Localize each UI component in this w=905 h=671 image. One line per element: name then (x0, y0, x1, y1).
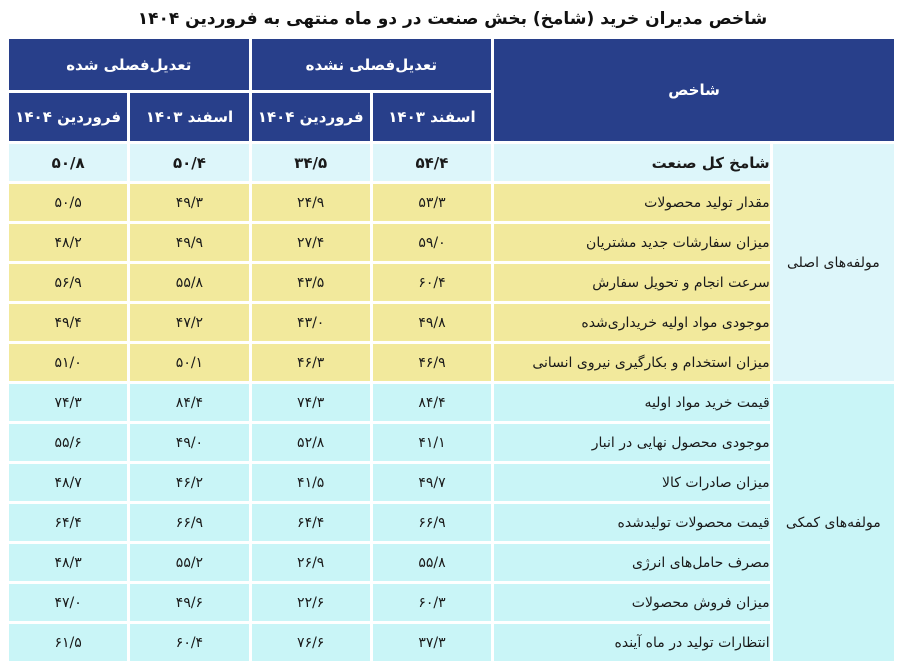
table-row: میزان سفارشات جدید مشتریان ۵۹/۰ ۲۷/۴ ۴۹/… (9, 224, 894, 261)
cell-na-farvardin: ۷۴/۳ (251, 384, 370, 421)
header-sa-farvardin: فروردین ۱۴۰۴ (9, 93, 128, 141)
header-na-esfand: اسفند ۱۴۰۳ (372, 93, 492, 141)
table-body: مولفه‌های اصلی شامخ کل صنعت ۵۴/۴ ۳۴/۵ ۵۰… (9, 144, 894, 661)
row-name: سرعت انجام و تحویل سفارش (494, 264, 770, 301)
header-na-farvardin: فروردین ۱۴۰۴ (251, 93, 370, 141)
cell-sa-esfand: ۸۴/۴ (130, 384, 249, 421)
table-row: مولفه‌های کمکی قیمت خرید مواد اولیه ۸۴/۴… (9, 384, 894, 661)
cell-sa-esfand: ۵۰/۴ (130, 144, 249, 181)
cell-sa-farvardin: ۵۱/۰ (9, 344, 128, 381)
cell-na-farvardin: ۴۳/۵ (251, 264, 370, 301)
row-name: میزان سفارشات جدید مشتریان (494, 224, 770, 261)
cell-sa-farvardin: ۷۴/۳ (9, 384, 128, 421)
cell-sa-farvardin: ۴۸/۷ (9, 464, 128, 501)
cell-sa-esfand: ۴۹/۹ (130, 224, 249, 261)
group-main-label: مولفه‌های اصلی (772, 144, 894, 381)
cell-sa-esfand: ۵۵/۸ (130, 264, 249, 301)
cell-na-farvardin: ۷۶/۶ (251, 624, 370, 661)
table-row: سرعت انجام و تحویل سفارش ۶۰/۴ ۴۳/۵ ۵۵/۸ … (9, 264, 894, 301)
cell-na-farvardin: ۴۳/۰ (251, 304, 370, 341)
cell-sa-farvardin: ۴۸/۲ (9, 224, 128, 261)
cell-sa-esfand: ۵۵/۲ (130, 544, 249, 581)
cell-sa-farvardin: ۴۹/۴ (9, 304, 128, 341)
header-row-top: شاخص تعدیل‌فصلی نشده تعدیل‌فصلی شده (9, 39, 894, 141)
cell-na-esfand: ۴۹/۸ (372, 304, 492, 341)
cell-sa-esfand: ۴۹/۳ (130, 184, 249, 221)
table-row: قیمت محصولات تولیدشده ۶۶/۹ ۶۴/۴ ۶۶/۹ ۶۴/… (9, 504, 894, 541)
cell-sa-farvardin: ۶۱/۵ (9, 624, 128, 661)
table-row: موجودی محصول نهایی در انبار ۴۱/۱ ۵۲/۸ ۴۹… (9, 424, 894, 461)
cell-na-esfand: ۶۰/۳ (372, 584, 492, 621)
table-row: مقدار تولید محصولات ۵۳/۳ ۲۴/۹ ۴۹/۳ ۵۰/۵ (9, 184, 894, 221)
cell-na-farvardin: ۲۲/۶ (251, 584, 370, 621)
row-name: میزان فروش محصولات (494, 584, 770, 621)
table-title: شاخص مدیران خرید (شامخ) بخش صنعت در دو م… (137, 9, 768, 29)
header-not-adjusted: تعدیل‌فصلی نشده (251, 39, 492, 90)
row-name: قیمت محصولات تولیدشده (494, 504, 770, 541)
cell-na-farvardin: ۲۷/۴ (251, 224, 370, 261)
cell-sa-esfand: ۵۰/۱ (130, 344, 249, 381)
table-row: میزان استخدام و بکارگیری نیروی انسانی ۴۶… (9, 344, 894, 381)
cell-sa-esfand: ۴۶/۲ (130, 464, 249, 501)
row-name: موجودی مواد اولیه خریداری‌شده (494, 304, 770, 341)
pmi-table: شاخص تعدیل‌فصلی نشده تعدیل‌فصلی شده اسفن… (6, 36, 897, 664)
row-name: میزان صادرات کالا (494, 464, 770, 501)
row-name: مقدار تولید محصولات (494, 184, 770, 221)
cell-na-esfand: ۴۶/۹ (372, 344, 492, 381)
cell-na-esfand: ۶۶/۹ (372, 504, 492, 541)
row-name: مصرف حامل‌های انرژی (494, 544, 770, 581)
row-name: قیمت خرید مواد اولیه (494, 384, 770, 421)
header-indicator: شاخص (494, 39, 894, 141)
cell-sa-esfand: ۶۰/۴ (130, 624, 249, 661)
table-row: مصرف حامل‌های انرژی ۵۵/۸ ۲۶/۹ ۵۵/۲ ۴۸/۳ (9, 544, 894, 581)
table-row: میزان فروش محصولات ۶۰/۳ ۲۲/۶ ۴۹/۶ ۴۷/۰ (9, 584, 894, 621)
row-name: موجودی محصول نهایی در انبار (494, 424, 770, 461)
cell-na-esfand: ۵۴/۴ (372, 144, 492, 181)
cell-na-esfand: ۸۴/۴ (372, 384, 492, 421)
header-sa-esfand: اسفند ۱۴۰۳ (130, 93, 249, 141)
cell-sa-farvardin: ۵۵/۶ (9, 424, 128, 461)
cell-sa-farvardin: ۵۶/۹ (9, 264, 128, 301)
header-row-sub: اسفند ۱۴۰۳ فروردین ۱۴۰۴ اسفند ۱۴۰۳ فرورد… (9, 93, 894, 141)
cell-na-farvardin: ۳۴/۵ (251, 144, 370, 181)
cell-na-esfand: ۳۷/۳ (372, 624, 492, 661)
cell-sa-farvardin: ۶۴/۴ (9, 504, 128, 541)
cell-na-esfand: ۵۳/۳ (372, 184, 492, 221)
cell-na-farvardin: ۵۲/۸ (251, 424, 370, 461)
cell-sa-farvardin: ۴۷/۰ (9, 584, 128, 621)
cell-na-farvardin: ۴۶/۳ (251, 344, 370, 381)
cell-na-farvardin: ۲۴/۹ (251, 184, 370, 221)
table-row: موجودی مواد اولیه خریداری‌شده ۴۹/۸ ۴۳/۰ … (9, 304, 894, 341)
cell-na-esfand: ۶۰/۴ (372, 264, 492, 301)
cell-sa-farvardin: ۴۸/۳ (9, 544, 128, 581)
cell-na-farvardin: ۴۱/۵ (251, 464, 370, 501)
row-name: شامخ کل صنعت (494, 144, 770, 181)
cell-sa-esfand: ۴۷/۲ (130, 304, 249, 341)
row-name: میزان استخدام و بکارگیری نیروی انسانی (494, 344, 770, 381)
cell-na-esfand: ۵۵/۸ (372, 544, 492, 581)
cell-sa-esfand: ۴۹/۶ (130, 584, 249, 621)
cell-na-farvardin: ۲۶/۹ (251, 544, 370, 581)
table-row: انتظارات تولید در ماه آینده ۳۷/۳ ۷۶/۶ ۶۰… (9, 624, 894, 661)
group-aux-label: مولفه‌های کمکی (772, 384, 894, 661)
table-row: مولفه‌های اصلی شامخ کل صنعت ۵۴/۴ ۳۴/۵ ۵۰… (9, 144, 894, 381)
row-name: انتظارات تولید در ماه آینده (494, 624, 770, 661)
cell-sa-esfand: ۶۶/۹ (130, 504, 249, 541)
cell-sa-esfand: ۴۹/۰ (130, 424, 249, 461)
cell-na-esfand: ۴۹/۷ (372, 464, 492, 501)
header-adjusted: تعدیل‌فصلی شده (9, 39, 249, 90)
cell-na-esfand: ۴۱/۱ (372, 424, 492, 461)
table-row: میزان صادرات کالا ۴۹/۷ ۴۱/۵ ۴۶/۲ ۴۸/۷ (9, 464, 894, 501)
cell-na-esfand: ۵۹/۰ (372, 224, 492, 261)
cell-na-farvardin: ۶۴/۴ (251, 504, 370, 541)
cell-sa-farvardin: ۵۰/۵ (9, 184, 128, 221)
cell-sa-farvardin: ۵۰/۸ (9, 144, 128, 181)
